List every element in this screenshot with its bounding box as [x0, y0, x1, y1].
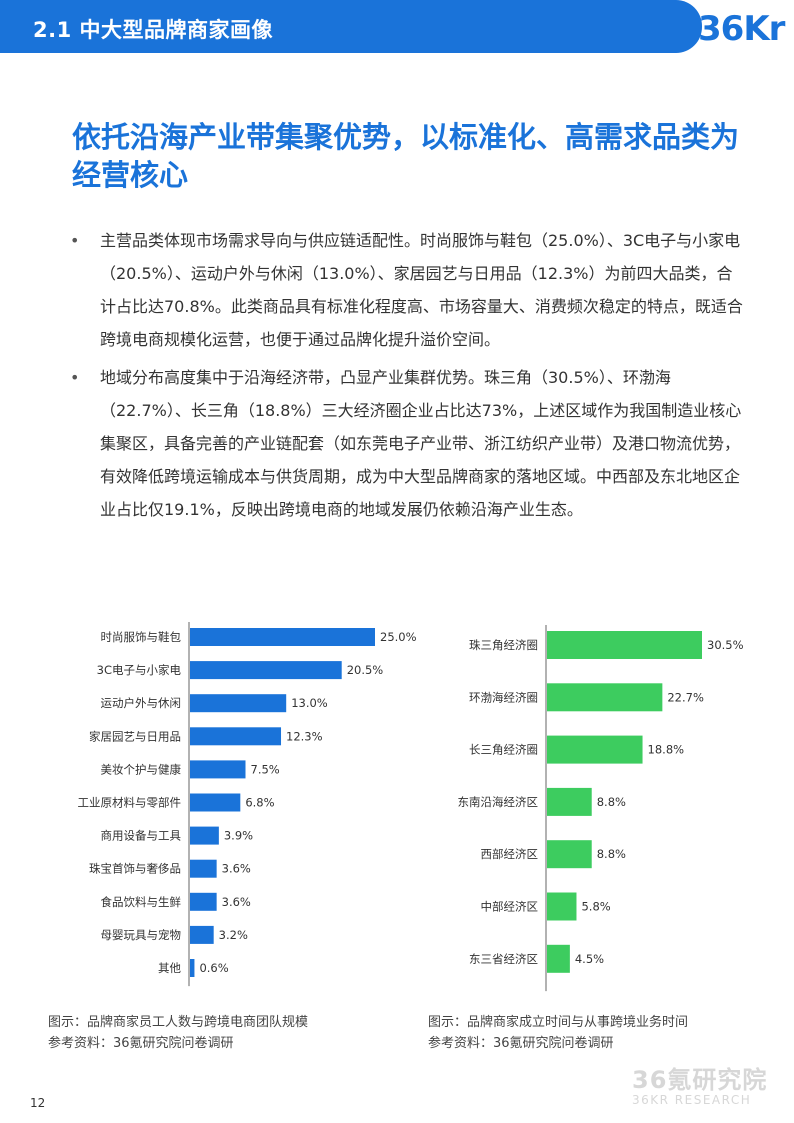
bar: [547, 944, 570, 973]
bullet-marker: •: [70, 368, 80, 387]
category-label: 西部经济区: [481, 847, 539, 861]
category-label: 美妆个护与健康: [101, 762, 182, 776]
bullet-list: • 主营品类体现市场需求导向与供应链适配性。时尚服饰与鞋包（25.0%）、3C电…: [68, 224, 744, 531]
value-label: 13.0%: [291, 696, 328, 710]
caption-figure: 图示：品牌商家员工人数与跨境电商团队规模: [48, 1015, 309, 1030]
category-label: 工业原材料与零部件: [78, 796, 182, 810]
value-label: 3.6%: [222, 862, 251, 876]
bar: [190, 727, 282, 746]
category-label: 珠宝首饰与奢侈品: [89, 862, 181, 876]
page-headline: 依托沿海产业带集聚优势，以标准化、高需求品类为经营核心: [72, 120, 740, 192]
category-label: 商用设备与工具: [101, 829, 182, 843]
value-label: 20.5%: [347, 663, 384, 677]
value-label: 5.8%: [581, 900, 610, 914]
category-label: 运动户外与休闲: [101, 696, 182, 710]
category-label: 东南沿海经济区: [458, 795, 539, 809]
region-bar-chart: 珠三角经济圈 30.5% 环渤海经济圈 22.7% 长三角经济圈 18.8% 东南沿海经济区…: [425, 620, 780, 992]
36kr-logo: 36Kr: [698, 9, 787, 49]
value-label: 3.6%: [222, 895, 251, 909]
bullet-marker: •: [70, 231, 80, 250]
section-header-bar: [0, 0, 702, 53]
bar: [190, 859, 217, 878]
logo-text: 36Kr: [698, 9, 786, 49]
caption-left: 图示：品牌商家员工人数与跨境电商团队规模 参考资料：36氪研究院问卷调研: [48, 1012, 308, 1054]
value-label: 12.3%: [286, 729, 323, 743]
value-label: 6.8%: [245, 796, 274, 810]
bullet-item: • 地域分布高度集中于沿海经济带，凸显产业集群优势。珠三角（30.5%）、环渤海…: [68, 361, 744, 526]
caption-figure: 图示：品牌商家成立时间与从事跨境业务时间: [428, 1015, 689, 1030]
category-label: 3C电子与小家电: [97, 663, 182, 677]
category-label: 珠三角经济圈: [469, 638, 538, 652]
value-label: 0.6%: [199, 961, 228, 975]
category-label: 长三角经济圈: [469, 743, 538, 757]
bar: [190, 760, 246, 779]
category-bar-chart: 时尚服饰与鞋包 25.0% 3C电子与小家电 20.5% 运动户外与休闲 13.0% 家居园…: [40, 620, 430, 987]
bullet-item: • 主营品类体现市场需求导向与供应链适配性。时尚服饰与鞋包（25.0%）、3C电…: [68, 224, 744, 356]
value-label: 25.0%: [380, 630, 417, 644]
value-label: 3.9%: [224, 829, 253, 843]
category-label: 东三省经济区: [469, 952, 538, 966]
bar: [190, 925, 214, 944]
bar: [190, 826, 219, 845]
value-label: 22.7%: [667, 690, 704, 704]
bar: [190, 694, 287, 713]
bar: [547, 787, 592, 816]
category-bar-chart-svg: 时尚服饰与鞋包 25.0% 3C电子与小家电 20.5% 运动户外与休闲 13.0% 家居园…: [78, 622, 417, 987]
value-label: 8.8%: [597, 847, 626, 861]
category-label: 母婴玩具与宠物: [101, 928, 182, 942]
category-label: 中部经济区: [481, 900, 539, 914]
section-title: 2.1 中大型品牌商家画像: [33, 18, 274, 42]
value-label: 3.2%: [219, 928, 248, 942]
bar: [547, 735, 643, 764]
value-label: 7.5%: [251, 762, 280, 776]
category-label: 环渤海经济圈: [469, 690, 538, 704]
page-number: 12: [30, 1096, 46, 1110]
category-label: 食品饮料与生鲜: [101, 895, 182, 909]
category-label: 家居园艺与日用品: [89, 729, 181, 743]
caption-source: 参考资料：36氪研究院问卷调研: [428, 1036, 614, 1051]
watermark-main: 36氪研究院: [632, 1066, 768, 1094]
bar: [190, 892, 217, 911]
bar: [547, 840, 592, 869]
value-label: 18.8%: [648, 743, 685, 757]
value-label: 8.8%: [597, 795, 626, 809]
caption-source: 参考资料：36氪研究院问卷调研: [48, 1036, 234, 1051]
bar: [547, 683, 663, 712]
bar: [190, 628, 375, 646]
bar: [547, 892, 577, 921]
category-label: 时尚服饰与鞋包: [101, 630, 182, 644]
watermark: 36氪研究院 36KR RESEARCH: [632, 1060, 782, 1107]
bullet-text: 地域分布高度集中于沿海经济带，凸显产业集群优势。珠三角（30.5%）、环渤海（2…: [100, 368, 742, 519]
caption-right: 图示：品牌商家成立时间与从事跨境业务时间 参考资料：36氪研究院问卷调研: [428, 1012, 688, 1054]
bar: [190, 959, 195, 977]
region-bar-chart-svg: 珠三角经济圈 30.5% 环渤海经济圈 22.7% 长三角经济圈 18.8% 东南沿海经济区…: [458, 625, 744, 992]
bar: [190, 661, 342, 680]
watermark-sub: 36KR RESEARCH: [632, 1093, 752, 1107]
value-label: 4.5%: [575, 952, 604, 966]
category-label: 其他: [158, 961, 181, 975]
bar: [190, 793, 241, 812]
value-label: 30.5%: [707, 638, 744, 652]
bar: [547, 631, 702, 659]
bullet-text: 主营品类体现市场需求导向与供应链适配性。时尚服饰与鞋包（25.0%）、3C电子与…: [100, 231, 743, 349]
